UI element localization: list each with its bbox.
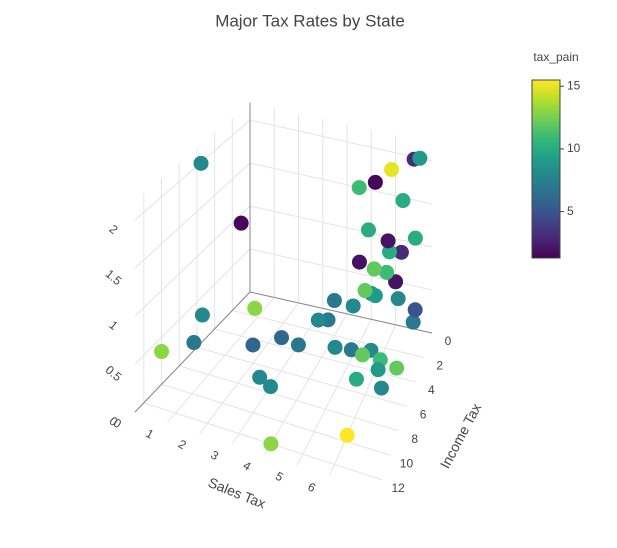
- x-tick-label: 3: [208, 448, 221, 464]
- point: [373, 380, 389, 396]
- y-grid-line: [143, 402, 383, 481]
- x-grid-line: [167, 297, 275, 423]
- y-tick-label: 2: [436, 359, 443, 373]
- point: [351, 180, 367, 196]
- point: [389, 360, 405, 376]
- z-tick-label: 0.5: [103, 363, 125, 385]
- y-tick-label: 4: [428, 383, 435, 397]
- colorbar-tick-label: 5: [567, 204, 574, 218]
- y-grid-line: [179, 365, 399, 432]
- point: [388, 274, 404, 290]
- point: [186, 335, 202, 351]
- point: [367, 174, 383, 190]
- point: [412, 150, 428, 166]
- x-tick-label: 6: [305, 480, 318, 496]
- colorbar-tick-label: 15: [567, 78, 581, 92]
- point: [355, 347, 370, 363]
- z-grid-line: [134, 248, 251, 365]
- x-grid-line: [296, 319, 372, 466]
- point: [395, 193, 411, 209]
- y-tick-label: 12: [391, 481, 405, 495]
- z-grid-line: [134, 119, 251, 221]
- chart-title: Major Tax Rates by State: [215, 11, 405, 30]
- point: [407, 230, 423, 246]
- point: [263, 436, 279, 452]
- z-grid-line: [134, 162, 251, 269]
- point: [343, 342, 359, 358]
- z-grid-line: [249, 119, 433, 162]
- point: [345, 298, 361, 314]
- point: [194, 307, 210, 323]
- point: [360, 222, 376, 238]
- point: [326, 293, 342, 309]
- x-grid-line: [231, 308, 324, 445]
- point: [366, 261, 382, 277]
- z-grid-line: [134, 205, 251, 317]
- point: [379, 264, 395, 280]
- y-tick-label: 0: [445, 334, 452, 348]
- point: [290, 337, 306, 353]
- point: [381, 244, 397, 260]
- y-axis-title: Income Tax: [437, 401, 485, 472]
- point: [351, 254, 367, 270]
- y-tick-label: 6: [420, 408, 427, 422]
- point: [384, 162, 400, 178]
- x-tick-label: 4: [241, 458, 254, 474]
- colorbar-title: tax_pain: [533, 50, 578, 64]
- x-tick-label: 1: [143, 426, 156, 442]
- axis-line: [134, 291, 251, 413]
- point: [327, 339, 343, 355]
- axis-line: [249, 291, 433, 334]
- point: [263, 379, 279, 395]
- point: [407, 302, 423, 318]
- x-tick-label: 2: [176, 437, 189, 453]
- x-axis-title: Sales Tax: [206, 474, 268, 511]
- colorbar: [531, 79, 561, 259]
- point: [252, 369, 268, 385]
- point: [193, 155, 209, 171]
- y-tick-label: 8: [411, 432, 418, 446]
- point: [310, 312, 326, 328]
- point: [357, 283, 373, 299]
- y-grid-line: [232, 309, 424, 358]
- z-tick-label: 1.5: [103, 267, 125, 289]
- point: [393, 244, 409, 260]
- y-grid-line: [196, 346, 408, 407]
- point: [380, 233, 396, 249]
- point: [370, 362, 386, 378]
- point: [247, 300, 263, 316]
- point: [233, 215, 249, 231]
- point: [405, 314, 421, 330]
- x-tick-label: 5: [273, 469, 286, 485]
- x-grid-line: [264, 313, 348, 455]
- x-grid-line: [199, 302, 299, 434]
- point: [245, 337, 261, 353]
- z-grid-line: [249, 205, 433, 248]
- point: [339, 427, 355, 443]
- z-tick-label: 2: [106, 222, 120, 237]
- colorbar-tick-label: 10: [567, 141, 581, 155]
- point: [390, 291, 406, 307]
- x-grid-line: [328, 324, 397, 477]
- point: [348, 371, 364, 387]
- y-grid-line: [161, 383, 391, 456]
- y-tick-label: 10: [400, 456, 414, 470]
- point: [274, 330, 290, 346]
- z-tick-label: 1: [106, 318, 120, 333]
- point: [154, 344, 170, 360]
